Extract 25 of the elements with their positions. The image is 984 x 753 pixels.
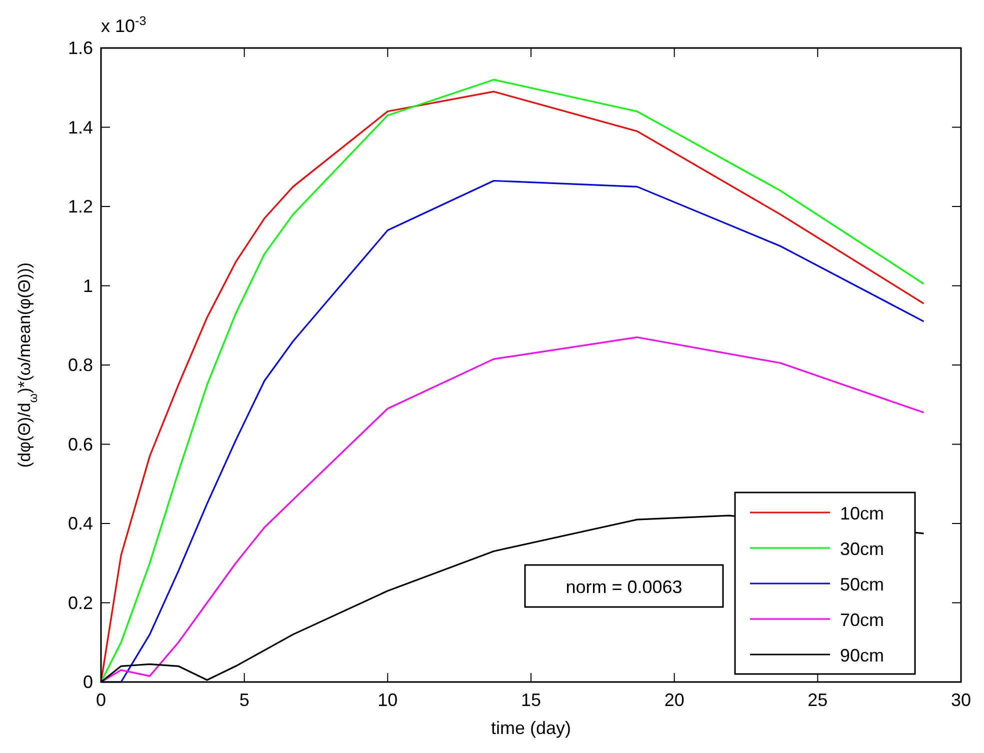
x-tick-label: 30 bbox=[950, 690, 972, 710]
y-tick-label: 1.4 bbox=[68, 117, 93, 138]
x-tick-label: 25 bbox=[808, 690, 828, 710]
line-series bbox=[100, 336, 925, 683]
legend-label: 10cm bbox=[840, 504, 884, 524]
x-tick-label: 20 bbox=[664, 690, 684, 710]
legend-label: 30cm bbox=[840, 539, 884, 559]
x-axis-title: time (day) bbox=[490, 718, 572, 738]
legend-label: 90cm bbox=[840, 646, 884, 666]
x-tick-label: 5 bbox=[239, 690, 250, 710]
y-tick-label: 1.2 bbox=[68, 196, 93, 216]
legend-label: 50cm bbox=[840, 574, 884, 594]
y-tick-label: 0.4 bbox=[68, 514, 93, 534]
y-tick-label: 0.8 bbox=[68, 355, 93, 375]
y-tick-label: 0.2 bbox=[68, 592, 93, 613]
text: x 10$^{-3}$ bbox=[101, 14, 146, 36]
x-tick-label: 15 bbox=[520, 690, 542, 710]
y-tick-label: 0 bbox=[82, 672, 93, 692]
x-tick-label: 0 bbox=[96, 690, 106, 710]
y-tick-label: 1 bbox=[82, 276, 93, 296]
annotation: norm = 0.0063 bbox=[566, 577, 682, 597]
y-tick-label: 0.6 bbox=[68, 434, 93, 454]
x-tick-label: 10 bbox=[378, 690, 398, 710]
y-tick-label: 1.6 bbox=[68, 38, 93, 58]
legend-label: 70cm bbox=[840, 610, 884, 630]
